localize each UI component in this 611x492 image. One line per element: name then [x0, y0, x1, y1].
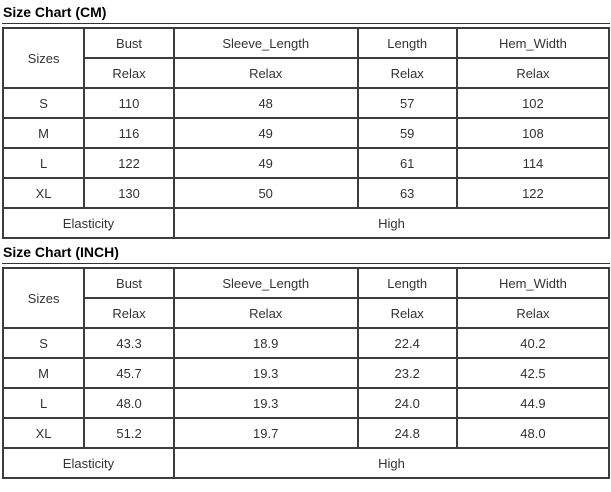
value-cell: 130 — [83, 177, 175, 209]
elasticity-label-cell: Elasticity — [2, 447, 175, 479]
header-cell-length: Length — [356, 27, 458, 59]
value-cell: 43.3 — [83, 327, 175, 359]
subheader-cell-relax: Relax — [172, 297, 359, 329]
size-cell: M — [1, 357, 86, 389]
value-cell: 57 — [356, 87, 458, 119]
size-chart-cm-title: Size Chart (CM) — [2, 3, 610, 24]
elasticity-row: Elasticity High — [2, 447, 611, 479]
header-cell-sizes: Sizes — [1, 267, 86, 329]
header-row-sub: Relax Relax Relax Relax — [3, 297, 611, 329]
size-cell: XL — [1, 177, 86, 209]
table-row-m: M 116 49 59 108 — [1, 117, 611, 149]
value-cell: 102 — [455, 87, 611, 119]
value-cell: 45.7 — [83, 357, 175, 389]
header-cell-bust: Bust — [83, 27, 175, 59]
value-cell: 63 — [356, 177, 458, 209]
size-cell: L — [1, 147, 86, 179]
table-row-xl: XL 130 50 63 122 — [1, 177, 611, 209]
size-cell: S — [1, 87, 86, 119]
elasticity-value-cell: High — [172, 207, 611, 239]
value-cell: 23.2 — [356, 357, 458, 389]
value-cell: 116 — [83, 117, 175, 149]
value-cell: 44.9 — [455, 387, 611, 419]
value-cell: 24.0 — [356, 387, 458, 419]
size-cell: S — [1, 327, 86, 359]
subheader-cell-relax: Relax — [83, 297, 175, 329]
value-cell: 114 — [455, 147, 611, 179]
table-row-s: S 43.3 18.9 22.4 40.2 — [1, 327, 611, 359]
header-cell-sleeve-length: Sleeve_Length — [172, 27, 359, 59]
header-cell-length: Length — [356, 267, 458, 299]
value-cell: 19.3 — [172, 387, 359, 419]
header-cell-sizes: Sizes — [1, 27, 86, 89]
header-row-main: Sizes Bust Sleeve_Length Length Hem_Widt… — [1, 27, 611, 89]
size-chart-inch-title: Size Chart (INCH) — [2, 243, 610, 264]
size-chart-cm-table: Sizes Bust Sleeve_Length Length Hem_Widt… — [1, 27, 611, 239]
value-cell: 50 — [172, 177, 359, 209]
size-chart-inch-section: Size Chart (INCH) Sizes Bust Sleeve_Leng… — [1, 243, 611, 479]
value-cell: 51.2 — [83, 417, 175, 449]
size-cell: L — [1, 387, 86, 419]
elasticity-row: Elasticity High — [2, 207, 611, 239]
value-cell: 40.2 — [455, 327, 611, 359]
size-cell: M — [1, 117, 86, 149]
header-cell-hem-width: Hem_Width — [455, 27, 611, 59]
value-cell: 48 — [172, 87, 359, 119]
value-cell: 42.5 — [455, 357, 611, 389]
header-cell-hem-width: Hem_Width — [455, 267, 611, 299]
value-cell: 61 — [356, 147, 458, 179]
value-cell: 48.0 — [455, 417, 611, 449]
table-row-xl: XL 51.2 19.7 24.8 48.0 — [1, 417, 611, 449]
table-row-m: M 45.7 19.3 23.2 42.5 — [1, 357, 611, 389]
subheader-cell-relax: Relax — [172, 57, 359, 89]
header-cell-sleeve-length: Sleeve_Length — [172, 267, 359, 299]
elasticity-label-cell: Elasticity — [2, 207, 175, 239]
table-row-l: L 122 49 61 114 — [1, 147, 611, 179]
value-cell: 18.9 — [172, 327, 359, 359]
value-cell: 19.3 — [172, 357, 359, 389]
header-row-main: Sizes Bust Sleeve_Length Length Hem_Widt… — [1, 267, 611, 329]
value-cell: 19.7 — [172, 417, 359, 449]
size-cell: XL — [1, 417, 86, 449]
subheader-cell-relax: Relax — [356, 297, 458, 329]
elasticity-value-cell: High — [172, 447, 611, 479]
subheader-cell-relax: Relax — [83, 57, 175, 89]
value-cell: 22.4 — [356, 327, 458, 359]
value-cell: 24.8 — [356, 417, 458, 449]
subheader-cell-relax: Relax — [455, 297, 611, 329]
value-cell: 122 — [83, 147, 175, 179]
value-cell: 59 — [356, 117, 458, 149]
subheader-cell-relax: Relax — [356, 57, 458, 89]
value-cell: 108 — [455, 117, 611, 149]
table-row-s: S 110 48 57 102 — [1, 87, 611, 119]
header-cell-bust: Bust — [83, 267, 175, 299]
size-chart-inch-table: Sizes Bust Sleeve_Length Length Hem_Widt… — [1, 267, 611, 479]
value-cell: 48.0 — [83, 387, 175, 419]
size-chart-cm-section: Size Chart (CM) Sizes Bust Sleeve_Length… — [1, 3, 611, 239]
table-row-l: L 48.0 19.3 24.0 44.9 — [1, 387, 611, 419]
header-row-sub: Relax Relax Relax Relax — [3, 57, 611, 89]
subheader-cell-relax: Relax — [455, 57, 611, 89]
value-cell: 49 — [172, 147, 359, 179]
value-cell: 110 — [83, 87, 175, 119]
value-cell: 49 — [172, 117, 359, 149]
value-cell: 122 — [455, 177, 611, 209]
